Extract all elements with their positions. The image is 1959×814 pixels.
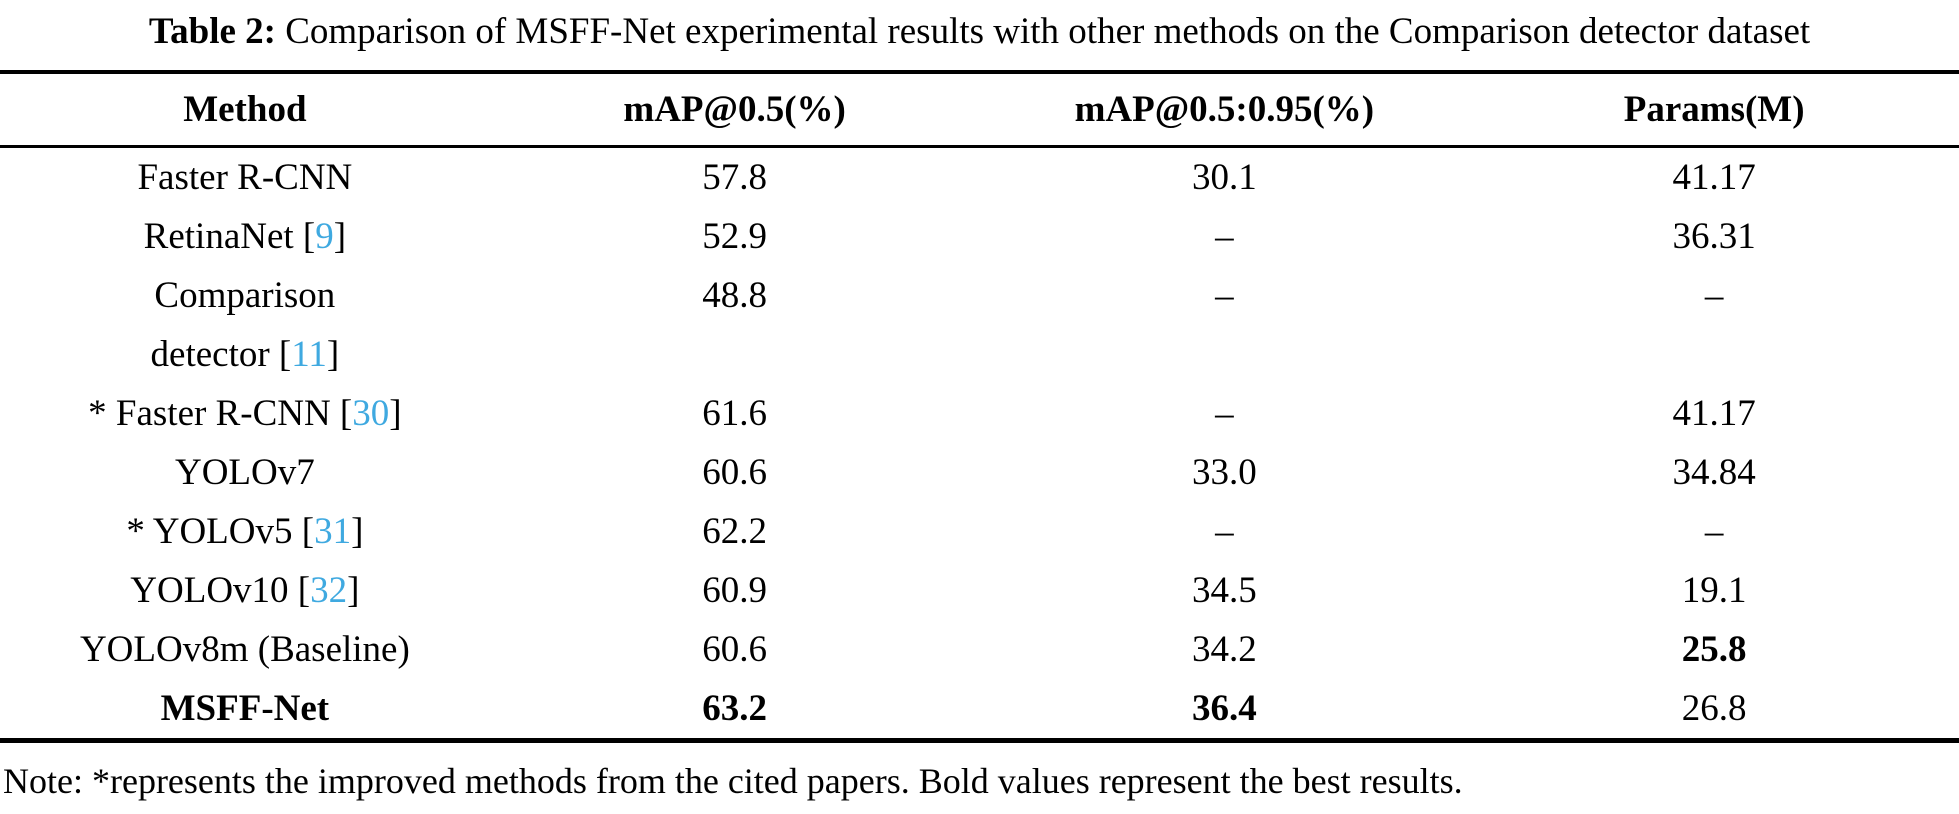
method-text: ] xyxy=(351,511,364,552)
column-header-map50: mAP@0.5(%) xyxy=(623,89,846,130)
value-cell: – xyxy=(1704,275,1724,316)
value-cell: 19.1 xyxy=(1681,570,1747,611)
method-text: RetinaNet [ xyxy=(143,216,316,257)
table-row: * Faster R-CNN [30] 61.6 – 41.17 xyxy=(0,384,1959,443)
value-cell: – xyxy=(1215,216,1234,257)
value-cell: 52.9 xyxy=(702,216,767,257)
value-cell: 36.31 xyxy=(1672,216,1756,257)
citation-link[interactable]: 32 xyxy=(310,570,348,611)
method-text: MSFF-Net xyxy=(160,688,330,729)
value-cell: 33.0 xyxy=(1192,452,1257,493)
method-text: ] xyxy=(333,216,347,257)
value-cell: – xyxy=(1215,393,1234,434)
method-text: ] xyxy=(389,393,402,434)
method-text: YOLOv10 [ xyxy=(130,570,311,611)
value-cell: – xyxy=(1215,275,1234,316)
value-cell: 62.2 xyxy=(702,511,767,552)
table-caption-text: Comparison of MSFF-Net experimental resu… xyxy=(275,11,1811,52)
method-text: ] xyxy=(347,570,360,611)
value-cell: 60.6 xyxy=(702,629,767,670)
column-header-method: Method xyxy=(183,89,307,130)
citation-link[interactable]: 11 xyxy=(291,334,327,375)
table-row: Faster R-CNN 57.8 30.1 41.17 xyxy=(0,147,1959,208)
method-cell: YOLOv8m (Baseline) xyxy=(0,620,490,679)
method-text: Comparison xyxy=(154,275,336,316)
value-cell: 41.17 xyxy=(1672,157,1756,198)
value-cell: 48.8 xyxy=(702,275,767,316)
table-row: Comparison detector [11] 48.8 – – xyxy=(0,266,1959,384)
value-cell: 60.6 xyxy=(702,452,767,493)
method-text: * YOLOv5 [ xyxy=(126,511,315,552)
value-cell: 63.2 xyxy=(702,688,767,729)
value-cell: – xyxy=(1215,511,1234,552)
method-cell: Comparison detector [11] xyxy=(0,266,490,384)
citation-link[interactable]: 30 xyxy=(352,393,390,434)
table-row: MSFF-Net 63.2 36.4 26.8 xyxy=(0,679,1959,741)
table-caption: Table 2: Comparison of MSFF-Net experime… xyxy=(0,0,1959,70)
value-cell: 60.9 xyxy=(702,570,767,611)
citation-link[interactable]: 31 xyxy=(314,511,352,552)
value-cell: 34.2 xyxy=(1192,629,1257,670)
method-cell: RetinaNet [9] xyxy=(0,207,490,266)
table-note: Note: *represents the improved methods f… xyxy=(3,761,1463,801)
value-cell: 41.17 xyxy=(1672,393,1756,434)
table-row: YOLOv7 60.6 33.0 34.84 xyxy=(0,443,1959,502)
results-table-body: Faster R-CNN 57.8 30.1 41.17 RetinaNet [9] 52… xyxy=(0,147,1959,741)
citation-link[interactable]: 9 xyxy=(315,216,334,257)
column-header-params: Params(M) xyxy=(1623,89,1805,130)
column-header-map5095: mAP@0.5:0.95(%) xyxy=(1074,89,1375,130)
method-cell: MSFF-Net xyxy=(0,679,490,741)
method-text: YOLOv8m (Baseline) xyxy=(79,629,410,670)
table-row: RetinaNet [9] 52.9 – 36.31 xyxy=(0,207,1959,266)
method-cell: * YOLOv5 [31] xyxy=(0,502,490,561)
value-cell: 34.84 xyxy=(1672,452,1756,493)
value-cell: 36.4 xyxy=(1192,688,1257,729)
table-row: * YOLOv5 [31] 62.2 – – xyxy=(0,502,1959,561)
value-cell: 26.8 xyxy=(1681,688,1747,729)
method-text: Faster R-CNN xyxy=(137,157,353,198)
method-text: YOLOv7 xyxy=(174,452,315,493)
table-caption-label: Table 2: xyxy=(148,11,276,52)
value-cell: 30.1 xyxy=(1192,157,1257,198)
header-row: Method mAP@0.5(%) mAP@0.5:0.95(%) Params… xyxy=(0,72,1959,147)
value-cell: 25.8 xyxy=(1681,629,1747,670)
method-text: detector [ xyxy=(150,334,292,375)
value-cell: 61.6 xyxy=(702,393,767,434)
value-cell: – xyxy=(1704,511,1724,552)
results-table: Method mAP@0.5(%) mAP@0.5:0.95(%) Params… xyxy=(0,70,1959,743)
method-text: ] xyxy=(326,334,340,375)
method-cell: Faster R-CNN xyxy=(0,147,490,208)
method-cell: YOLOv10 [32] xyxy=(0,561,490,620)
value-cell: 57.8 xyxy=(702,157,767,198)
method-cell: * Faster R-CNN [30] xyxy=(0,384,490,443)
table-row: YOLOv8m (Baseline) 60.6 34.2 25.8 xyxy=(0,620,1959,679)
table-row: YOLOv10 [32] 60.9 34.5 19.1 xyxy=(0,561,1959,620)
value-cell: 34.5 xyxy=(1192,570,1257,611)
method-text: * Faster R-CNN [ xyxy=(88,393,353,434)
method-cell: YOLOv7 xyxy=(0,443,490,502)
